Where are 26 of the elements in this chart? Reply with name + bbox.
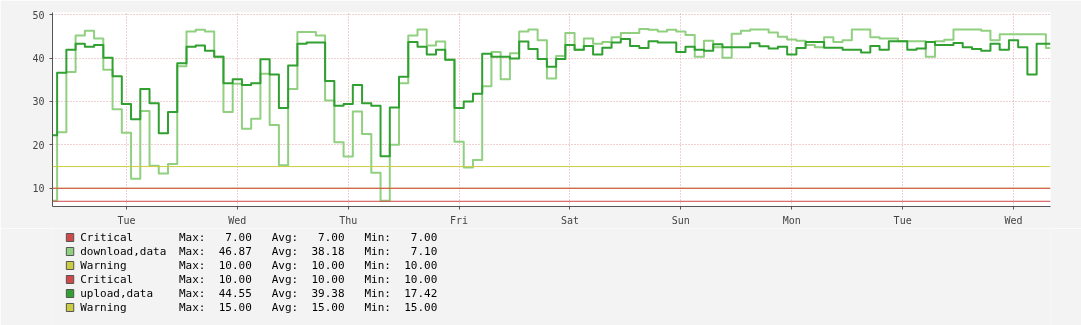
legend-label: Warning: [80, 301, 127, 314]
x-tick-label: Sat: [560, 214, 580, 226]
x-tick-label: Tue: [117, 214, 136, 226]
legend-label: Critical: [80, 273, 134, 286]
legend-label: upload,data: [80, 287, 154, 300]
x-tick-label: Sun: [671, 214, 690, 226]
y-tick-label: 30: [32, 96, 45, 108]
y-tick-label: 50: [32, 9, 45, 21]
text: Max: 10.00 Avg: 10.00 Min: 10.00: [178, 259, 438, 272]
x-tick-label: Mon: [782, 214, 801, 226]
x-tick-label: Wed: [228, 214, 247, 226]
x-tick-label: Thu: [339, 214, 358, 226]
text: Max: 10.00 Avg: 10.00 Min: 10.00: [178, 273, 438, 286]
text: Max: 7.00 Avg: 7.00 Min: 7.00: [178, 231, 438, 244]
legend-label: download,data: [80, 245, 167, 258]
text: Max: 46.87 Avg: 38.18 Min: 7.10: [178, 245, 438, 258]
legend-label: Critical: [80, 231, 134, 244]
text: Max: 15.00 Avg: 15.00 Min: 15.00: [178, 301, 438, 314]
legend-label: Warning: [80, 259, 127, 272]
x-tick-label: Wed: [1004, 214, 1023, 226]
x-tick-label: Tue: [893, 214, 912, 226]
y-tick-label: 20: [32, 139, 45, 151]
y-tick-label: 40: [32, 53, 45, 65]
x-tick-label: Fri: [450, 214, 469, 226]
y-tick-label: 10: [32, 183, 45, 195]
text: Max: 44.55 Avg: 39.38 Min: 17.42: [178, 287, 438, 300]
